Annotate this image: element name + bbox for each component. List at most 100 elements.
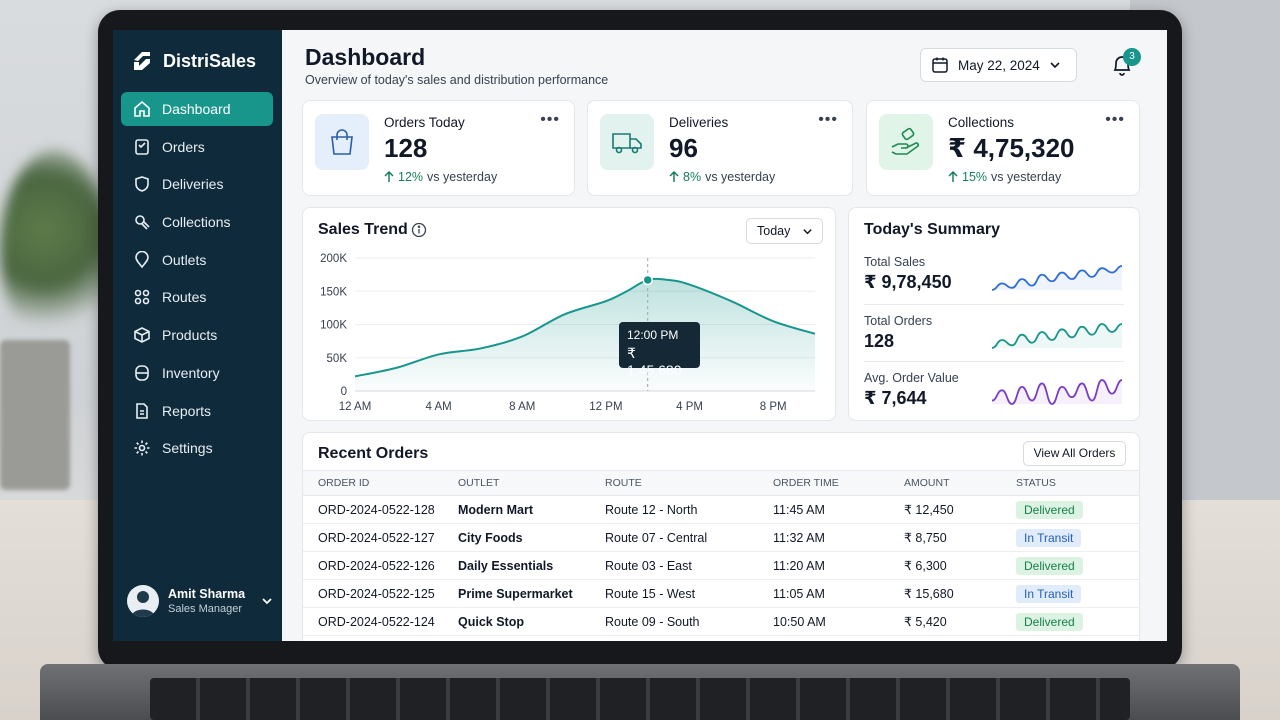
column-header[interactable]: AMOUNT bbox=[904, 470, 1016, 496]
x-tick-label: 12 AM bbox=[339, 401, 372, 413]
table-row[interactable]: ORD-2024-0522-124 Quick Stop Route 09 - So… bbox=[303, 607, 1139, 636]
status-badge: Delivered bbox=[1016, 612, 1083, 631]
bell-icon[interactable] bbox=[1110, 52, 1134, 78]
table-row[interactable]: ORD-2024-0522-126 Daily Essentials Route 0… bbox=[303, 551, 1139, 580]
order-time: 10:50 AM bbox=[773, 607, 904, 636]
x-tick-label: 12 PM bbox=[589, 401, 622, 413]
order-id: ORD-2024-0522-125 bbox=[303, 579, 458, 608]
sales-trend-card: Sales Trend Today 0 50K 100K 150K 200K 12 AM 4… bbox=[302, 207, 836, 421]
sparkline-line bbox=[991, 323, 1123, 349]
summary-row: Total Orders 128 bbox=[864, 314, 1124, 352]
filter-value: Today bbox=[757, 224, 791, 238]
stat-icon-box bbox=[600, 114, 654, 170]
sidebar: DistriSales Dashboard Orders Deliveries … bbox=[113, 30, 282, 641]
avatar bbox=[127, 585, 159, 617]
sidebar-item-orders[interactable]: Orders bbox=[121, 130, 273, 164]
column-header[interactable]: ORDER ID bbox=[303, 470, 458, 496]
column-header[interactable]: OUTLET bbox=[458, 470, 605, 496]
orders-icon bbox=[135, 138, 149, 155]
inventory-icon bbox=[135, 365, 149, 381]
more-options-icon[interactable]: ••• bbox=[818, 111, 838, 128]
tooltip-value: ₹ 1,45,680 bbox=[627, 345, 682, 378]
order-status-cell: In Transit bbox=[1016, 579, 1139, 608]
more-options-icon[interactable]: ••• bbox=[1105, 111, 1125, 128]
sidebar-nav: Dashboard Orders Deliveries Collections … bbox=[121, 92, 273, 469]
column-header[interactable]: ROUTE bbox=[605, 470, 773, 496]
user-profile[interactable]: Amit Sharma Sales Manager bbox=[127, 585, 273, 617]
order-amount: ₹ 15,680 bbox=[904, 579, 1016, 608]
brand-name: DistriSales bbox=[163, 50, 257, 71]
summary-divider bbox=[864, 361, 1124, 362]
sidebar-item-routes[interactable]: Routes bbox=[121, 280, 273, 314]
chevron-down-icon bbox=[803, 228, 813, 234]
sidebar-item-settings[interactable]: Settings bbox=[121, 431, 273, 465]
stat-value: ₹ 4,75,320 bbox=[948, 133, 1075, 163]
order-time: 11:45 AM bbox=[773, 495, 904, 524]
order-amount: ₹ 8,750 bbox=[904, 523, 1016, 552]
page-subtitle: Overview of today's sales and distributi… bbox=[305, 73, 609, 87]
status-badge: In Transit bbox=[1016, 584, 1082, 603]
y-tick-label: 50K bbox=[327, 353, 348, 365]
order-route: Route 15 - West bbox=[605, 579, 773, 608]
status-badge: In Transit bbox=[1016, 528, 1082, 547]
stat-card-collections: Collections ₹ 4,75,320 15% vs yesterday … bbox=[866, 100, 1140, 196]
main-content: Dashboard Overview of today's sales and … bbox=[282, 30, 1167, 641]
sparkline-sales bbox=[991, 265, 1123, 291]
date-picker[interactable]: May 22, 2024 bbox=[920, 48, 1077, 82]
x-tick-label: 8 PM bbox=[760, 401, 787, 413]
order-outlet: Prime Supermarket bbox=[458, 579, 605, 608]
sales-area-fill bbox=[355, 278, 815, 391]
stat-change-percent: 8% bbox=[683, 170, 702, 184]
x-tick-label: 4 PM bbox=[676, 401, 703, 413]
truck-icon bbox=[612, 133, 642, 154]
notification-badge: 3 bbox=[1123, 48, 1141, 66]
sidebar-item-products[interactable]: Products bbox=[121, 318, 273, 352]
sparkline-orders bbox=[991, 323, 1123, 349]
user-avatar-icon bbox=[131, 591, 155, 617]
sidebar-item-deliveries[interactable]: Deliveries bbox=[121, 167, 273, 201]
date-value: May 22, 2024 bbox=[958, 57, 1040, 73]
arrow-up-icon bbox=[669, 171, 679, 182]
sidebar-item-collections[interactable]: Collections bbox=[121, 205, 273, 239]
page-title: Dashboard bbox=[305, 44, 426, 70]
chart-tooltip: 12:00 PM ₹ 1,45,680 bbox=[619, 322, 700, 378]
chevron-down-icon bbox=[1050, 62, 1060, 69]
column-header[interactable]: STATUS bbox=[1016, 470, 1139, 496]
routes-icon bbox=[134, 290, 150, 305]
recent-orders-card: Recent Orders View All Orders ORDER ID O… bbox=[302, 432, 1140, 641]
sidebar-item-label: Collections bbox=[162, 214, 231, 231]
summary-title: Today's Summary bbox=[864, 221, 1000, 238]
summary-value: 128 bbox=[864, 331, 895, 351]
order-route: Route 07 - Central bbox=[605, 523, 773, 552]
sales-trend-filter[interactable]: Today bbox=[746, 218, 823, 244]
order-route: Route 09 - South bbox=[605, 607, 773, 636]
order-status-cell: Delivered bbox=[1016, 551, 1139, 580]
more-options-icon[interactable]: ••• bbox=[540, 111, 560, 128]
info-icon[interactable] bbox=[411, 222, 427, 238]
background-plant bbox=[0, 150, 110, 350]
app-screen: DistriSales Dashboard Orders Deliveries … bbox=[113, 30, 1167, 641]
order-outlet: City Foods bbox=[458, 523, 605, 552]
hand-coin-icon bbox=[891, 127, 920, 155]
chevron-down-icon[interactable] bbox=[261, 595, 273, 607]
table-row[interactable]: ORD-2024-0522-125 Prime Supermarket Route … bbox=[303, 579, 1139, 608]
sidebar-item-inventory[interactable]: Inventory bbox=[121, 356, 273, 390]
table-row[interactable]: ORD-2024-0522-128 Modern Mart Route 12 - N… bbox=[303, 495, 1139, 524]
sparkline-aov bbox=[991, 379, 1123, 405]
y-tick-label: 0 bbox=[341, 386, 347, 398]
tooltip-time: 12:00 PM bbox=[627, 328, 679, 342]
brand[interactable]: DistriSales bbox=[131, 50, 256, 72]
sidebar-item-label: Inventory bbox=[162, 364, 220, 381]
stat-change-suffix: vs yesterday bbox=[705, 170, 776, 184]
sidebar-item-dashboard[interactable]: Dashboard bbox=[121, 92, 273, 126]
brand-logo-icon bbox=[134, 52, 150, 70]
sidebar-item-outlets[interactable]: Outlets bbox=[121, 243, 273, 277]
stat-change: 15% vs yesterday bbox=[948, 170, 1061, 184]
view-all-orders-button[interactable]: View All Orders bbox=[1023, 441, 1126, 466]
recent-orders-title: Recent Orders bbox=[318, 445, 429, 462]
sidebar-item-label: Routes bbox=[162, 289, 207, 306]
sidebar-item-reports[interactable]: Reports bbox=[121, 394, 273, 428]
arrow-up-icon bbox=[384, 171, 394, 182]
column-header[interactable]: ORDER TIME bbox=[773, 470, 904, 496]
table-row[interactable]: ORD-2024-0522-127 City Foods Route 07 - Ce… bbox=[303, 523, 1139, 552]
